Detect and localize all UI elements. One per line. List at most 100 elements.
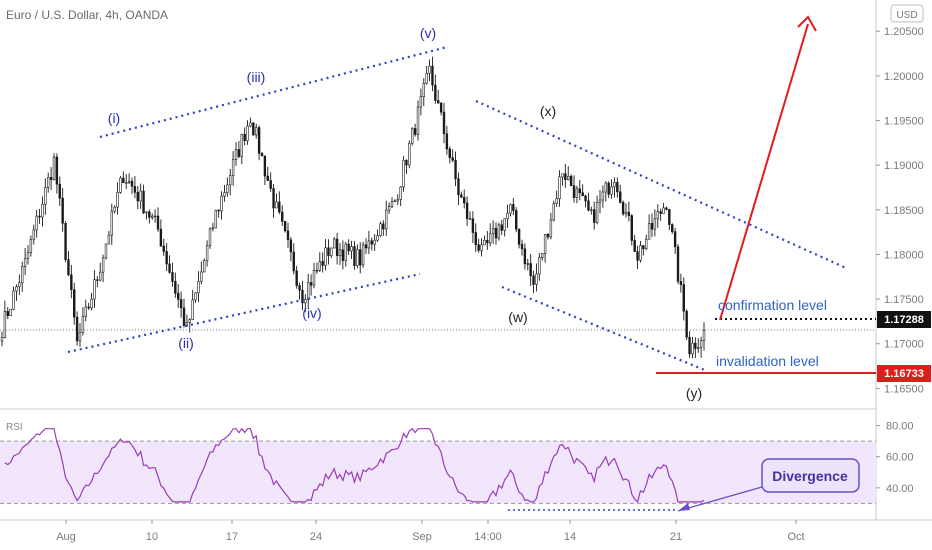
divergence-arrowhead	[678, 503, 690, 511]
candle-body	[333, 238, 336, 249]
candle	[341, 240, 345, 270]
candle	[9, 308, 12, 317]
candle-body	[509, 204, 512, 214]
candle	[428, 59, 431, 82]
rsi-tick-label: 60.00	[886, 452, 914, 464]
candle	[699, 336, 703, 358]
divergence-callout[interactable]: Divergence	[677, 458, 860, 512]
candle	[335, 232, 339, 265]
rsi-axis[interactable]: 80.00 60.00 40.00	[876, 421, 914, 495]
candle	[416, 100, 420, 141]
candle-body	[78, 332, 82, 342]
invalidation-level-label: invalidation level	[716, 353, 819, 369]
candle-body	[382, 223, 385, 230]
candle	[145, 211, 148, 220]
candle-body	[437, 100, 440, 104]
price-tick-label: 1.19000	[884, 160, 924, 172]
candle	[434, 74, 437, 104]
candle	[266, 166, 269, 181]
candle	[168, 255, 171, 274]
rsi-tick-label: 80.00	[886, 421, 914, 433]
candle	[229, 168, 232, 196]
candle-body	[587, 200, 590, 211]
candle	[679, 273, 683, 293]
candle-body	[613, 182, 616, 188]
candle-body	[278, 201, 281, 213]
price-levels[interactable]	[0, 318, 876, 374]
candle	[668, 208, 671, 231]
candle	[214, 209, 217, 229]
candle	[650, 213, 654, 237]
candle-body	[292, 251, 295, 272]
candle	[67, 251, 70, 276]
correction-upper-channel[interactable]	[475, 99, 847, 270]
candle	[575, 185, 579, 204]
candle	[535, 263, 538, 292]
candle-body	[535, 273, 538, 285]
confirmation-level-label: confirmation level	[718, 297, 827, 313]
candle	[561, 173, 564, 186]
candle-body	[503, 218, 506, 231]
confirmation-price-badge[interactable]: 1.17288	[877, 311, 931, 328]
candle-body	[567, 176, 570, 181]
candle-body	[650, 223, 654, 230]
wave-label-iv: (iv)	[302, 305, 321, 321]
candle	[489, 223, 492, 247]
candle-body	[494, 228, 498, 239]
candle	[497, 222, 501, 241]
candle-body	[18, 282, 21, 288]
candle-body	[465, 202, 469, 219]
candle-body	[3, 311, 7, 338]
candle-body	[148, 211, 151, 218]
candle	[543, 234, 547, 263]
candle-body	[255, 127, 258, 136]
impulse-lower-channel[interactable]	[67, 272, 421, 354]
candle	[405, 159, 408, 174]
candle-body	[84, 306, 87, 317]
candle	[520, 239, 524, 256]
time-tick-label: 21	[670, 531, 682, 543]
candle-body	[569, 176, 573, 187]
candle	[249, 117, 252, 128]
correction-lower-channel[interactable]	[501, 285, 708, 373]
confirmation-badge-bg	[877, 311, 931, 328]
candle	[90, 292, 93, 311]
candle-body	[58, 183, 61, 199]
candle-body	[682, 284, 685, 312]
candle-body	[324, 247, 327, 266]
candle	[676, 244, 680, 284]
candle	[350, 240, 353, 259]
time-axis[interactable]: Aug 10 17 24 Sep 14:00 14 21 Oct	[56, 520, 805, 543]
trend-lines[interactable]	[67, 45, 847, 511]
candle-body	[647, 223, 651, 240]
price-axis[interactable]: 1.16500 1.17000 1.17500 1.18000 1.18500 1.190…	[876, 26, 924, 395]
candle	[64, 221, 67, 263]
candle	[411, 127, 414, 146]
candle-body	[145, 211, 148, 214]
candle-body	[70, 274, 73, 290]
candle	[153, 209, 157, 223]
candle-body	[676, 246, 680, 282]
candle	[673, 227, 677, 254]
projection-arrow[interactable]	[719, 15, 817, 321]
candle	[517, 228, 521, 249]
wave-labels: (i) (ii) (iii) (iv) (v) (w) (x) (y)	[108, 25, 702, 401]
candle-body	[385, 209, 388, 230]
candle-body	[6, 311, 9, 317]
candle	[35, 210, 38, 238]
candle-body	[621, 202, 625, 215]
candle	[191, 289, 194, 321]
invalidation-price-badge[interactable]: 1.16733	[877, 365, 931, 382]
wave-label-i: (i)	[108, 110, 120, 126]
candle	[491, 220, 495, 244]
candle-body	[122, 177, 125, 184]
candle-body	[463, 197, 466, 204]
currency-selector[interactable]: USD	[890, 4, 924, 23]
candle	[515, 207, 518, 233]
candle-body	[104, 243, 108, 259]
candle-body	[642, 245, 645, 250]
candle-body	[113, 206, 116, 212]
candle	[500, 220, 503, 235]
candle-body	[298, 285, 301, 291]
candle	[607, 181, 610, 199]
